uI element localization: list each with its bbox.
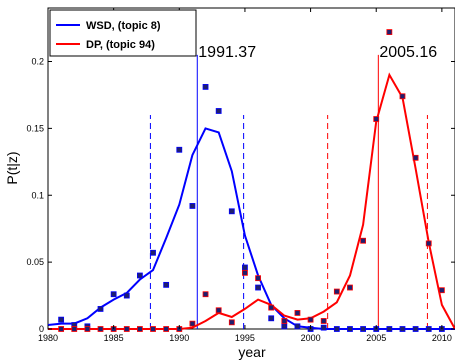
y-tick-label: 0.2 — [31, 57, 44, 67]
data-point — [307, 316, 314, 323]
data-point — [228, 319, 235, 326]
data-point — [281, 318, 288, 324]
data-point — [320, 324, 327, 331]
data-point — [347, 284, 353, 291]
data-point — [412, 326, 419, 332]
x-tick-label: 2000 — [301, 333, 321, 343]
data-point — [163, 326, 170, 332]
annotation-labels: 1991.37 2005.16 — [198, 44, 437, 61]
data-point — [242, 264, 248, 271]
data-point — [399, 326, 406, 332]
mean-lines — [196, 54, 379, 329]
data-point — [228, 208, 235, 215]
x-tick-label: 2010 — [432, 333, 452, 343]
x-tick-label: 1995 — [235, 333, 255, 343]
data-point — [242, 269, 248, 276]
y-tick-label: 0 — [39, 324, 44, 334]
x-tick-label: 2005 — [366, 333, 386, 343]
data-point — [425, 326, 432, 332]
data-point — [150, 249, 156, 256]
x-tick-label: 1980 — [38, 333, 58, 343]
data-point — [189, 320, 196, 327]
legend: WSD, (topic 8) DP, (topic 94) — [49, 9, 197, 57]
tick-layer: 1980 1985 1990 1995 2000 2005 2010 0 0.05 0.1 0.15… — [26, 8, 455, 343]
data-point — [58, 326, 65, 332]
points-layer — [58, 29, 445, 332]
data-point — [84, 326, 91, 332]
y-axis-label: P(t|z) — [4, 151, 20, 184]
data-point — [123, 326, 130, 332]
series-line — [48, 72, 455, 330]
mean-value-label: 1991.37 — [198, 44, 256, 61]
mean-value-label: 2005.16 — [379, 44, 437, 61]
data-point — [386, 29, 393, 35]
legend-label: WSD, (topic 8) — [86, 20, 161, 32]
data-point — [425, 240, 432, 247]
data-point — [215, 108, 222, 114]
interval-lines — [149, 115, 428, 329]
x-tick-label: 1985 — [104, 333, 124, 343]
data-point — [189, 203, 196, 209]
data-point — [281, 323, 288, 330]
data-point — [360, 237, 366, 244]
data-point — [386, 326, 393, 332]
data-point — [202, 84, 209, 90]
data-point — [294, 310, 301, 316]
data-point — [320, 318, 327, 324]
data-point — [255, 284, 261, 291]
data-point — [215, 307, 222, 314]
data-point — [110, 291, 117, 298]
legend-box — [49, 9, 197, 57]
data-point — [71, 326, 78, 332]
y-tick-label: 0.1 — [31, 190, 44, 200]
data-point — [347, 326, 353, 332]
plot-frame — [47, 7, 455, 330]
legend-label: DP, (topic 94) — [86, 39, 155, 51]
data-point — [137, 326, 143, 332]
data-point — [412, 154, 419, 161]
data-point — [150, 326, 156, 332]
data-point — [373, 116, 380, 122]
series-line — [47, 127, 455, 330]
data-point — [333, 326, 340, 332]
series-layer — [47, 72, 455, 330]
data-point — [399, 93, 406, 100]
data-point — [176, 146, 183, 153]
data-point — [360, 326, 366, 332]
data-point — [268, 315, 275, 322]
data-point — [137, 272, 143, 279]
x-tick-label: 1990 — [169, 333, 189, 343]
y-tick-label: 0.05 — [26, 257, 44, 267]
data-point — [123, 292, 130, 299]
data-point — [438, 287, 445, 294]
data-point — [202, 291, 209, 298]
data-point — [294, 323, 301, 330]
data-point — [255, 275, 261, 282]
data-point — [97, 306, 104, 312]
data-point — [268, 304, 275, 311]
data-point — [58, 316, 65, 323]
data-point — [333, 288, 340, 295]
plot-axes — [47, 7, 455, 330]
data-point — [163, 281, 170, 288]
x-axis-label: year — [238, 344, 266, 360]
data-point — [97, 326, 104, 332]
y-tick-label: 0.15 — [26, 123, 44, 133]
